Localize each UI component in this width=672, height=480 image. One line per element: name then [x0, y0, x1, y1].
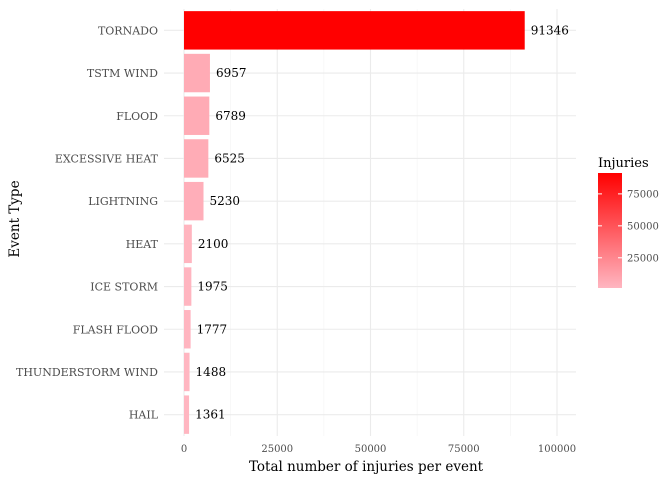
- category-label-flash-flood: FLASH FLOOD: [73, 323, 158, 336]
- legend-ticks: 25000 50000 75000: [598, 189, 659, 264]
- category-labels: TORNADO TSTM WIND FLOOD EXCESSIVE HEAT LIGHT…: [16, 24, 159, 421]
- x-tick-label: 75000: [448, 444, 480, 455]
- bar-heat: [184, 224, 192, 264]
- category-label-tornado: TORNADO: [98, 24, 158, 37]
- legend-tick-label: 75000: [627, 189, 659, 200]
- x-tick-labels: 0 25000 50000 75000 100000: [181, 444, 576, 455]
- data-label-flash-flood: 1777: [197, 322, 228, 336]
- data-label-tstm-wind: 6957: [216, 66, 247, 80]
- data-label-excessive-heat: 6525: [214, 151, 245, 165]
- bar-thunderstorm-wind: [184, 352, 190, 392]
- category-label-ice-storm: ICE STORM: [90, 281, 158, 294]
- bar-ice-storm: [184, 267, 192, 306]
- bar-hail: [184, 395, 190, 434]
- category-label-excessive-heat: EXCESSIVE HEAT: [55, 152, 159, 165]
- legend-title: Injuries: [598, 156, 649, 171]
- bars: [184, 11, 525, 434]
- legend-color-bar: [598, 173, 622, 288]
- data-label-thunderstorm-wind: 1488: [196, 365, 227, 379]
- data-label-lightning: 5230: [210, 194, 241, 208]
- data-labels: 91346 6957 6789 6525 5230 2100 1975 1777 1488 136…: [195, 23, 569, 421]
- bar-flood: [184, 96, 210, 135]
- x-tick-label: 100000: [538, 444, 576, 455]
- x-tick-label: 50000: [355, 444, 387, 455]
- grid-lines: [164, 9, 576, 436]
- category-label-hail: HAIL: [129, 409, 159, 422]
- x-tick-label: 25000: [261, 444, 293, 455]
- data-label-flood: 6789: [215, 109, 246, 123]
- category-label-thunderstorm-wind: THUNDERSTORM WIND: [16, 366, 158, 379]
- data-label-heat: 2100: [198, 237, 229, 251]
- x-tick-label: 0: [181, 444, 187, 455]
- category-label-tstm-wind: TSTM WIND: [87, 67, 158, 80]
- data-label-tornado: 91346: [531, 23, 569, 37]
- legend-tick-label: 50000: [627, 221, 659, 232]
- y-axis-title: Event Type: [7, 180, 23, 257]
- category-label-flood: FLOOD: [116, 110, 158, 123]
- bar-flash-flood: [184, 310, 191, 349]
- category-label-heat: HEAT: [126, 238, 159, 251]
- category-label-lightning: LIGHTNING: [88, 195, 158, 208]
- bar-tornado: [184, 11, 525, 50]
- x-axis-title: Total number of injuries per event: [249, 459, 484, 475]
- bar-excessive-heat: [184, 139, 209, 178]
- data-label-hail: 1361: [195, 408, 226, 422]
- legend: Injuries 25000 50000 75000: [598, 156, 659, 288]
- data-label-ice-storm: 1975: [197, 280, 228, 294]
- legend-tick-label: 25000: [627, 253, 659, 264]
- bar-tstm-wind: [184, 53, 210, 93]
- bar-lightning: [184, 181, 204, 221]
